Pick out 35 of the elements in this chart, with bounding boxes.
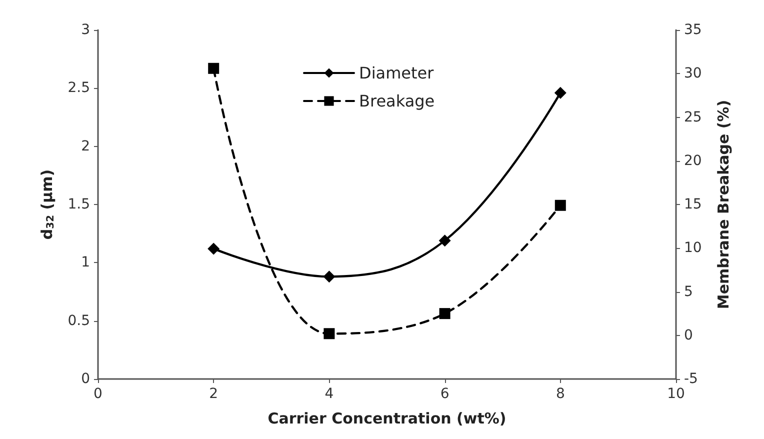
x-axis-title: Carrier Concentration (wt%): [268, 410, 506, 428]
point: [208, 242, 220, 255]
point: [208, 62, 220, 74]
y-tick-label: 2.5: [68, 80, 90, 96]
y2-axis-title: Membrane Breakage (%): [714, 100, 732, 310]
y-tick-label: 0: [81, 371, 90, 387]
x-tick-label: 6: [440, 386, 450, 402]
y-tick-label: 3: [81, 22, 90, 38]
point: [439, 308, 450, 320]
y2-tick-label: 0: [684, 327, 693, 344]
legend-label: Diameter: [359, 64, 434, 82]
y-tick-label: 1.5: [68, 196, 90, 212]
y-axis-title: d32 (µm): [38, 169, 56, 240]
y-tick-label: 1: [81, 254, 90, 271]
point: [324, 328, 335, 340]
y2-tick-label: 15: [684, 196, 702, 212]
point: [323, 270, 336, 283]
y2-tick-label: 30: [684, 66, 702, 82]
x-tick-label: 10: [667, 386, 685, 402]
point: [438, 234, 451, 247]
point: [554, 86, 566, 99]
legend-label: Breakage: [359, 92, 435, 110]
x-tick-label: 0: [94, 386, 102, 402]
y2-tick-label: -5: [684, 371, 698, 387]
y-tick-label: 2: [81, 138, 90, 154]
x-tick-label: 2: [209, 386, 218, 402]
x-tick-label: 8: [556, 386, 565, 402]
y2-tick-label: 5: [684, 284, 693, 300]
point: [554, 200, 566, 211]
y2-tick-label: 10: [684, 240, 702, 256]
y2-tick-label: 20: [684, 152, 702, 169]
x-tick-label: 4: [324, 386, 334, 402]
y2-tick-label: 35: [684, 22, 702, 38]
y-tick-label: 0.5: [68, 312, 90, 329]
y2-tick-label: 25: [684, 109, 702, 126]
